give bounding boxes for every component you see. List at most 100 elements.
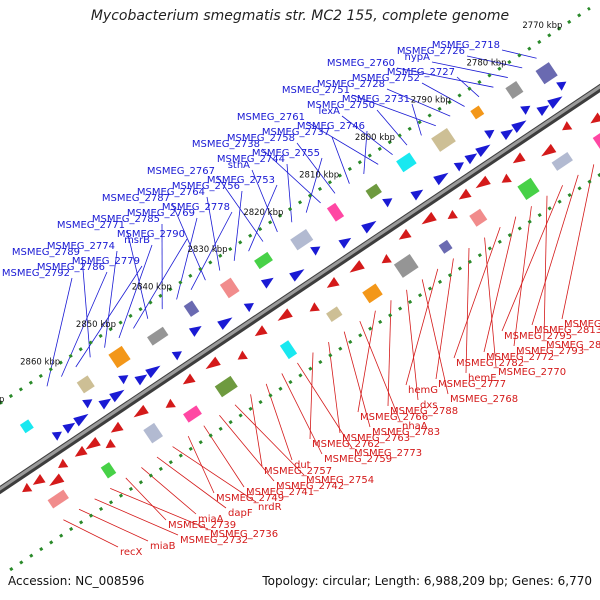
bottom-gene-arrow [58,458,69,468]
bottom-label-line [141,467,197,515]
bottom-gene-label: nhaA [402,421,428,432]
top-label-line [190,211,233,290]
bottom-gene-arrow [381,254,392,264]
bottom-gene-label: MSMEG_2759 [324,454,392,465]
top-label-line [248,184,278,252]
scale-label: 2860 kbp [20,357,60,367]
label-connector-lines [46,49,595,548]
feature-box [100,462,117,479]
scale-label: 2830 kbp [188,245,228,255]
bottom-label-line [483,216,517,353]
top-gene-label: MSMEG_2737 [262,127,330,138]
summary-text: Topology: circular; Length: 6,988,209 bp… [262,574,592,588]
bottom-label-line [359,321,401,422]
top-gene-arrow [536,105,550,117]
bottom-label-line [281,373,323,455]
top-gene-arrow [464,153,478,165]
bottom-gene-arrow [133,404,149,418]
bottom-gene-label: MSMEG_2742 [276,481,344,492]
bottom-gene-label: MSMEG_2768 [450,394,518,405]
bottom-label-line [453,226,501,359]
bottom-gene-arrow [32,474,46,485]
bottom-gene-arrow [254,325,268,337]
bottom-gene-arrow [277,308,293,321]
top-gene-label: lexA [318,106,340,117]
scale-label: 2840 kbp [132,283,172,293]
bottom-gene-arrow [22,482,33,493]
top-label-line [363,130,368,175]
bottom-gene-label: MSMEG_2739 [168,520,236,531]
top-gene-label: MSMEG_2786 [37,262,105,273]
genome-backbone [0,83,600,495]
feature-box [438,239,453,254]
feature-box [365,183,382,200]
top-label-line [386,88,451,117]
top-gene-label: MSMEG_2727 [387,67,455,78]
top-label-line [466,55,523,69]
feature-box [396,152,417,173]
top-gene-label: MSMEG_2778 [162,202,230,213]
scale-label: 2790 kbp [411,96,451,106]
backbone-highlight [0,84,600,491]
top-gene-arrow [289,269,305,282]
bottom-label-line [234,404,305,476]
top-label-line [75,265,143,368]
top-track [0,6,591,406]
bottom-label-line [543,195,548,341]
feature-box [326,202,345,222]
top-label-line [376,109,408,146]
bottom-gene-label: MSMEG_2788 [390,406,458,417]
bottom-gene-label: MSMEG_2757 [264,466,332,477]
bottom-gene-arrow [105,438,116,449]
scale-label: 2810 kbp [299,170,339,180]
top-label-line [296,142,336,194]
feature-track-dots [0,6,600,572]
bottom-track [9,172,600,572]
top-label-line [305,157,323,213]
feature-box [47,489,69,509]
top-gene-arrow [520,105,531,115]
feature-box [143,422,164,444]
top-label-line [118,244,153,339]
top-gene-label: MSMEG_2758 [227,133,295,144]
bottom-gene-label: MSMEG_2810 [546,340,600,351]
bottom-label-line [561,164,595,320]
top-gene-arrow [260,277,274,289]
scale-label: 2780 kbp [467,58,507,68]
top-gene-label: MSMEG_2790 [117,229,185,240]
gene-features [19,62,600,509]
bottom-gene-arrow [110,421,124,433]
top-label-line [456,76,480,98]
top-label-line [351,94,436,127]
bottom-gene-label: dut [294,460,311,471]
bottom-label-line [309,352,314,440]
top-gene-label: MSMEG_2789 [12,247,80,258]
bottom-label-line [94,498,179,536]
bottom-gene-arrow [165,398,176,408]
feature-box [470,105,485,120]
bottom-label-line [343,331,371,428]
feature-box [517,177,540,200]
top-gene-arrow [188,326,202,337]
bottom-label-line [501,185,563,332]
scale-label: 2850 kbp [76,320,116,330]
accession-text: Accession: NC_008596 [8,574,145,588]
bottom-gene-label: MSMEG_2762 [312,439,380,450]
feature-box [326,306,343,322]
top-gene-label: MSMEG_2785 [92,214,160,225]
top-label-line [306,121,379,165]
bottom-gene-arrow [458,188,472,200]
top-label-line [251,169,278,233]
scale-label: 2870 kbp [0,395,4,405]
feature-box [551,151,573,171]
top-gene-label: hypA [405,52,431,63]
bottom-gene-arrow [205,356,221,370]
feature-box [214,375,238,398]
bottom-label-line [435,258,454,380]
feature-box [505,80,524,100]
top-gene-label: MSMEG_2771 [57,220,125,231]
gene-labels: MSMEG_2718MSMEG_2726hypAMSMEG_2760MSMEG_… [2,40,600,558]
bottom-label-line [328,342,341,434]
top-gene-label: MSMEG_2769 [127,208,195,219]
bottom-gene-label: hemE [468,373,497,384]
